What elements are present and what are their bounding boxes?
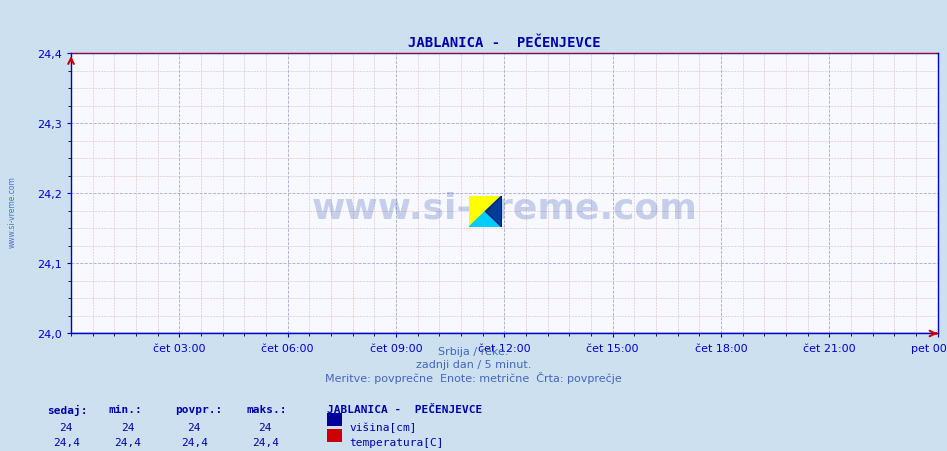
Polygon shape <box>486 196 502 228</box>
Text: www.si-vreme.com: www.si-vreme.com <box>8 176 17 248</box>
Text: www.si-vreme.com: www.si-vreme.com <box>312 191 697 225</box>
Text: JABLANICA -  PEČENJEVCE: JABLANICA - PEČENJEVCE <box>327 404 482 414</box>
Text: zadnji dan / 5 minut.: zadnji dan / 5 minut. <box>416 359 531 369</box>
Polygon shape <box>469 196 502 228</box>
Polygon shape <box>469 196 502 228</box>
Text: temperatura[C]: temperatura[C] <box>349 437 444 447</box>
Text: sedaj:: sedaj: <box>47 404 88 414</box>
Text: 24,4: 24,4 <box>181 437 207 447</box>
Text: 24,4: 24,4 <box>252 437 278 447</box>
Text: 24: 24 <box>259 422 272 432</box>
Text: min.:: min.: <box>109 404 143 414</box>
Text: maks.:: maks.: <box>246 404 287 414</box>
Title: JABLANICA -  PEČENJEVCE: JABLANICA - PEČENJEVCE <box>408 36 600 50</box>
Text: 24,4: 24,4 <box>53 437 80 447</box>
Text: povpr.:: povpr.: <box>175 404 223 414</box>
Text: 24,4: 24,4 <box>115 437 141 447</box>
Text: 24: 24 <box>188 422 201 432</box>
Text: višina[cm]: višina[cm] <box>349 422 417 432</box>
Text: 24: 24 <box>121 422 134 432</box>
Text: Meritve: povprečne  Enote: metrične  Črta: povprečje: Meritve: povprečne Enote: metrične Črta:… <box>325 371 622 383</box>
Text: 24: 24 <box>60 422 73 432</box>
Text: Srbija / reke.: Srbija / reke. <box>438 346 509 356</box>
